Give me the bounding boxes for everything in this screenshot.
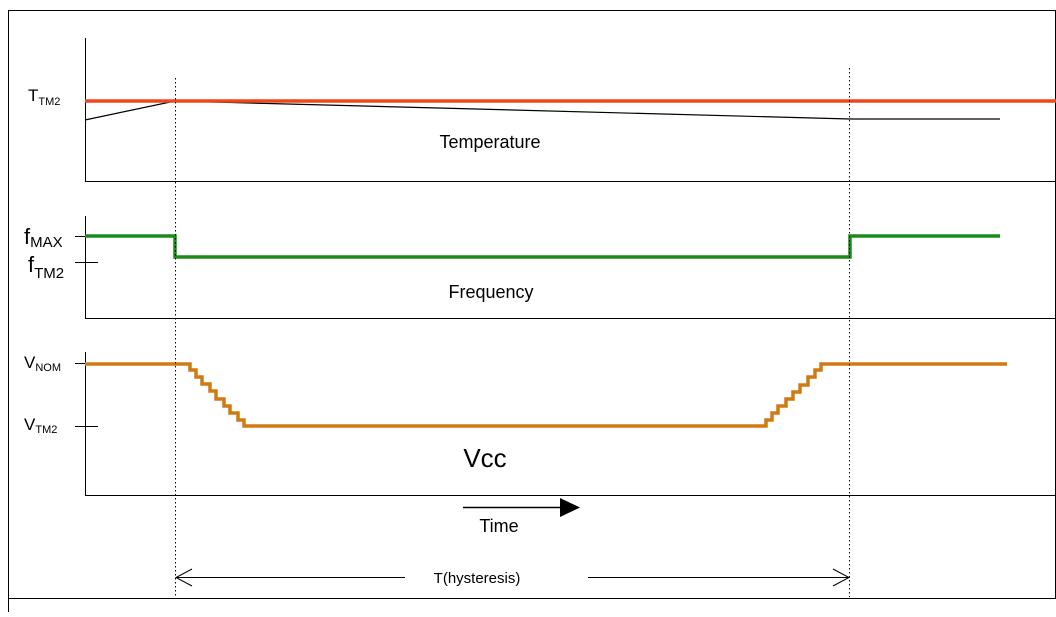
hysteresis-label: T(hysteresis) [434, 570, 521, 587]
vcc-panel: VNOM VTM2 Vcc [24, 352, 1056, 496]
time-label: Time [479, 516, 518, 536]
temperature-trace [84, 100, 1000, 121]
frequency-panel: fMAX fTM2 Frequency [24, 216, 1056, 319]
hysteresis-right-arrowhead [832, 568, 851, 587]
time-arrow: Time [463, 498, 580, 536]
outer-frame [8, 10, 1056, 599]
temperature-threshold-label: TTM2 [28, 86, 60, 108]
temperature-label: Temperature [439, 132, 540, 152]
vcc-vnom-label: VNOM [24, 353, 61, 374]
hysteresis-dimension: T(hysteresis) [174, 568, 851, 587]
frequency-ftm2-label: fTM2 [28, 252, 64, 282]
vcc-label: Vcc [463, 443, 506, 473]
frequency-label: Frequency [448, 282, 533, 302]
time-arrow-head [560, 498, 580, 517]
frequency-trace [85, 234, 1000, 259]
temperature-panel: TTM2 Temperature [28, 38, 1056, 182]
frequency-fmax-label: fMAX [24, 224, 63, 251]
hysteresis-left-arrowhead [174, 568, 193, 587]
vcc-vtm2-label: VTM2 [24, 415, 57, 436]
vcc-trace [85, 362, 1007, 428]
